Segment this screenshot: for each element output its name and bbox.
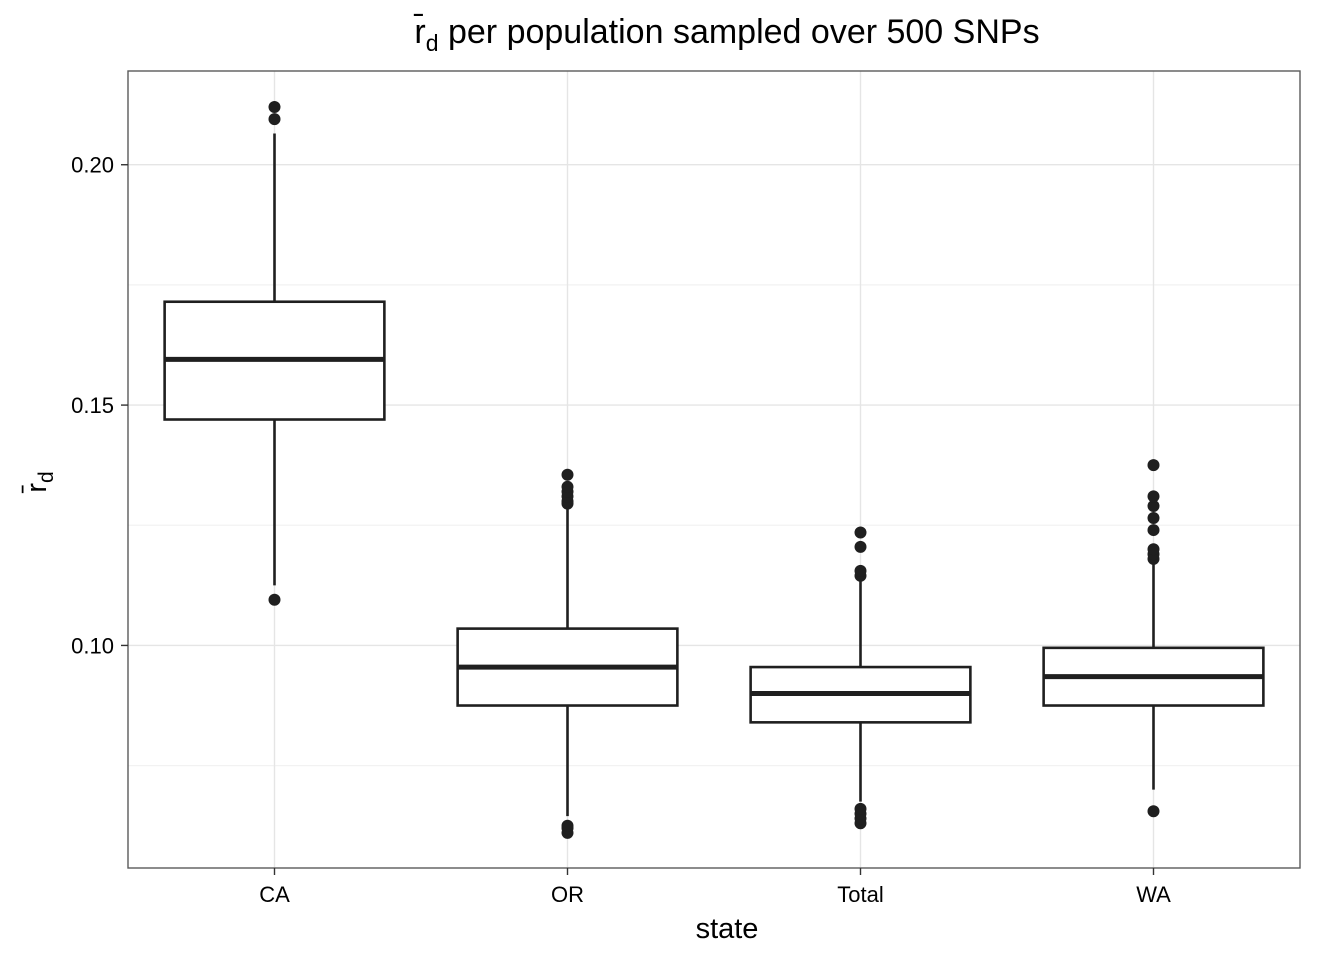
outlier-point [561,468,574,481]
title-text: per population sampled over 500 SNPs [439,13,1040,51]
outlier-point [1147,512,1160,525]
y-title-subscript: d [35,471,58,483]
outlier-point [561,819,574,832]
x-tick-label: CA [259,882,290,907]
x-tick-label: WA [1136,882,1171,907]
outlier-point [1147,805,1160,818]
box-group-ca [163,101,386,606]
outlier-point [1147,490,1160,503]
outlier-point [1147,459,1160,472]
outlier-point [1147,524,1160,537]
box-group-total [749,526,972,830]
title-subscript: d [426,30,439,56]
outlier-point [1147,500,1160,513]
panel-background [128,71,1300,868]
plot-panel [128,71,1300,868]
outlier-point [268,593,281,606]
title-symbol: r̄ [413,13,425,51]
y-tick-label: 0.10 [71,633,114,658]
outlier-point [561,480,574,493]
outlier-point [854,564,867,577]
outlier-point [268,113,281,126]
box-group-wa [1042,459,1265,818]
box-marks [163,101,1265,839]
y-tick-label: 0.15 [71,393,114,418]
outlier-point [1147,543,1160,556]
y-tick-label: 0.20 [71,153,114,178]
y-axis: 0.10 0.15 0.20 [71,153,128,658]
y-title-symbol: r̄ [21,483,53,494]
panel-frame [127,70,1301,869]
outlier-point [854,526,867,539]
y-axis-title: r̄d [21,471,58,493]
outlier-point [854,802,867,815]
x-axis-title: state [696,913,759,945]
x-axis: CA OR Total WA [259,868,1171,907]
chart-title: r̄d per population sampled over 500 SNPs [413,13,1039,56]
x-tick-label: OR [551,882,584,907]
outlier-point [854,540,867,553]
panel-border [127,70,1301,869]
box-group-or [456,468,679,839]
x-tick-label: Total [837,882,883,907]
outlier-point [268,101,281,114]
